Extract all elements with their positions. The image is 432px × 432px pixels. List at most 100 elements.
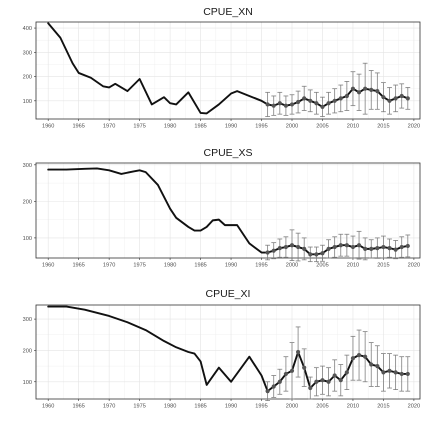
- x-tick-label: 2010: [347, 124, 359, 130]
- data-point: [308, 252, 313, 257]
- x-tick-label: 1980: [164, 124, 176, 130]
- y-tick-label: 300: [23, 50, 32, 56]
- x-tick-label: 2015: [377, 404, 389, 410]
- plot-area: [36, 305, 420, 399]
- data-point: [387, 368, 392, 373]
- data-point: [289, 243, 295, 248]
- data-point: [302, 365, 307, 370]
- x-tick-label: 1960: [42, 124, 54, 130]
- data-point: [338, 243, 343, 248]
- x-tick-label: 1965: [72, 124, 84, 130]
- data-point: [399, 244, 404, 250]
- x-tick-label: 2000: [286, 263, 298, 269]
- plot-area: [36, 163, 420, 258]
- y-tick-label: 300: [23, 317, 32, 323]
- data-point: [405, 243, 410, 249]
- x-tick-label: 2005: [316, 124, 328, 130]
- x-tick-label: 1975: [133, 124, 145, 130]
- data-point: [356, 353, 362, 358]
- data-point: [350, 244, 356, 250]
- data-point: [271, 103, 276, 108]
- data-point: [265, 250, 270, 255]
- data-point: [332, 373, 337, 378]
- data-point: [295, 244, 301, 250]
- data-point: [289, 102, 295, 107]
- data-point: [350, 86, 356, 91]
- x-tick-label: 1960: [42, 263, 54, 269]
- x-tick-label: 1970: [103, 124, 115, 130]
- data-point: [320, 104, 325, 109]
- x-tick-label: 1995: [255, 263, 267, 269]
- data-point: [399, 371, 404, 377]
- x-tick-label: 1970: [103, 404, 115, 410]
- data-point: [283, 103, 289, 108]
- data-point: [393, 96, 398, 101]
- chart-title: CPUE_XS: [203, 147, 252, 159]
- data-point: [375, 364, 380, 369]
- y-tick-label: 200: [23, 75, 32, 81]
- x-tick-label: 1960: [42, 404, 54, 410]
- data-point: [369, 362, 374, 367]
- x-tick-label: 2020: [408, 124, 420, 130]
- plot-area: [36, 22, 420, 119]
- series-line: [47, 167, 409, 256]
- data-point: [332, 98, 337, 103]
- data-point: [295, 349, 301, 355]
- data-point: [363, 246, 368, 251]
- panel-cpue-xs: CPUE_XS 1960 1965 1970 1975 1980 1985 1990 1995 2…: [23, 147, 421, 269]
- data-point: [289, 368, 295, 373]
- x-tick-label: 1990: [225, 404, 237, 410]
- y-tick-label: 200: [23, 199, 32, 205]
- series-line: [47, 305, 409, 393]
- data-point: [277, 379, 282, 384]
- data-point: [271, 248, 276, 253]
- data-point: [405, 371, 410, 377]
- data-point: [283, 371, 289, 377]
- data-point: [314, 379, 319, 384]
- x-tick-label: 1980: [164, 263, 176, 269]
- data-point: [302, 96, 307, 101]
- data-point: [381, 244, 386, 250]
- chart-title: CPUE_XN: [203, 6, 253, 18]
- y-tick-label: 300: [23, 163, 32, 169]
- data-point: [338, 378, 343, 383]
- x-tick-label: 1965: [72, 404, 84, 410]
- data-point: [326, 101, 331, 106]
- x-tick-label: 1995: [255, 404, 267, 410]
- data-point: [405, 96, 410, 101]
- data-point: [381, 95, 386, 100]
- data-point: [283, 244, 289, 250]
- data-point: [344, 243, 349, 248]
- data-point: [369, 246, 374, 251]
- x-tick-label: 2020: [408, 263, 420, 269]
- x-tick-label: 2015: [377, 124, 389, 130]
- data-point: [277, 101, 282, 106]
- data-point: [344, 370, 349, 375]
- y-tick-label: 100: [23, 236, 32, 242]
- panel-cpue-xn: CPUE_XN 1960 1965 1970 1975 1980 1985 1990 1995 2…: [23, 6, 421, 130]
- data-point: [350, 356, 356, 361]
- data-point: [314, 252, 319, 257]
- data-point: [381, 370, 386, 375]
- chart-title: CPUE_XI: [206, 288, 251, 300]
- x-tick-label: 1985: [194, 404, 206, 410]
- data-point: [399, 93, 404, 99]
- x-tick-label: 1995: [255, 124, 267, 130]
- x-tick-label: 1990: [225, 124, 237, 130]
- x-tick-label: 1970: [103, 263, 115, 269]
- data-point: [302, 246, 307, 251]
- data-point: [332, 244, 337, 250]
- x-tick-label: 2010: [347, 404, 359, 410]
- data-point: [265, 102, 270, 107]
- y-tick-label: 200: [23, 348, 32, 354]
- x-tick-label: 1965: [72, 263, 84, 269]
- data-point: [320, 251, 325, 256]
- data-point: [271, 384, 276, 389]
- y-tick-label: 100: [23, 99, 32, 105]
- data-point: [375, 89, 380, 94]
- data-point: [326, 246, 331, 251]
- data-point: [320, 378, 325, 383]
- x-tick-label: 2005: [316, 404, 328, 410]
- x-tick-label: 1990: [225, 263, 237, 269]
